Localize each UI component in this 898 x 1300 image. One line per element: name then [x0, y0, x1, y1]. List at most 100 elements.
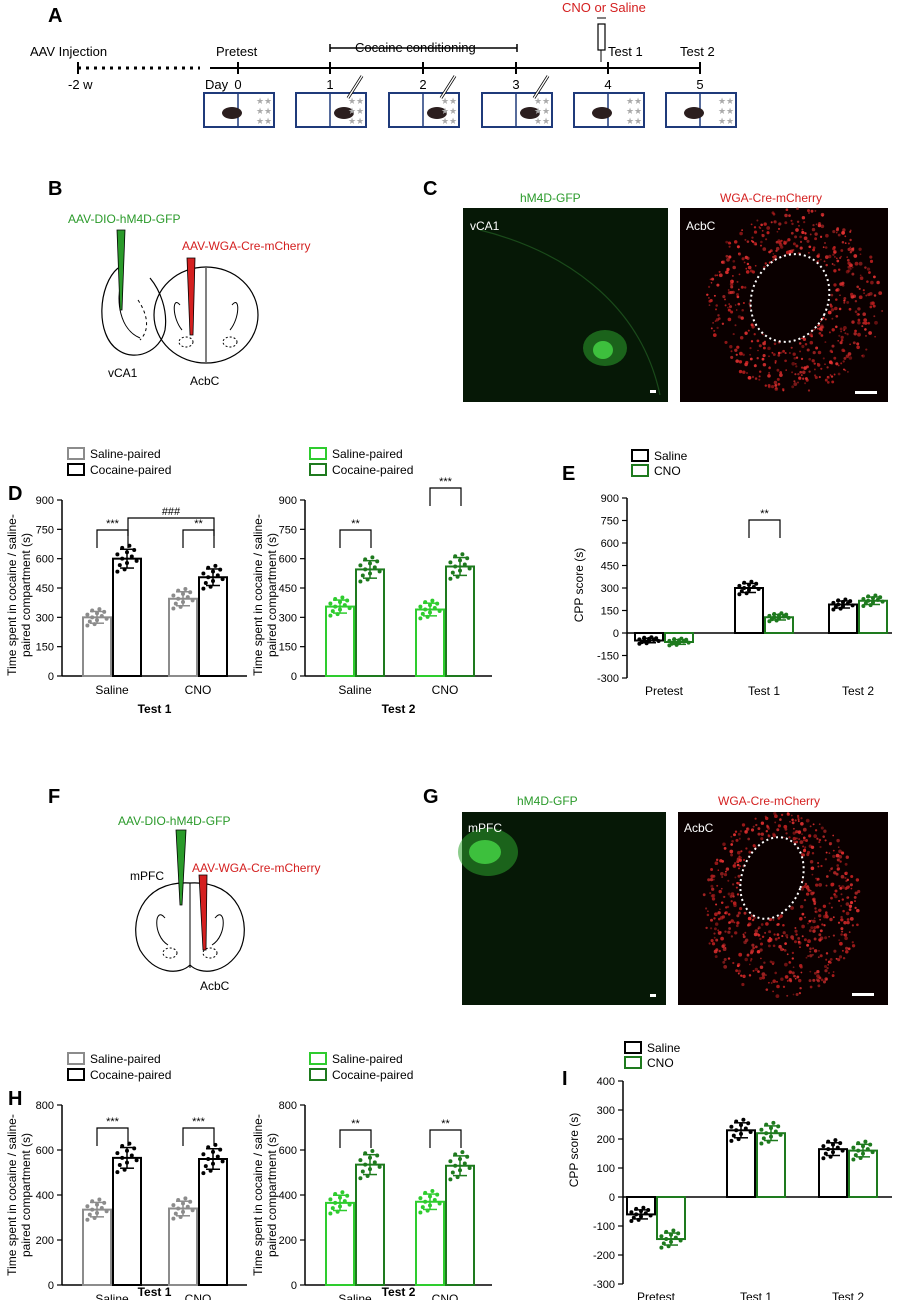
red-cell	[792, 831, 796, 835]
red-cell	[842, 349, 846, 353]
red-cell	[817, 861, 820, 865]
red-cell	[824, 318, 827, 321]
red-cell	[796, 207, 799, 211]
red-cell	[837, 846, 840, 849]
red-cell	[775, 246, 780, 251]
red-cell	[722, 943, 726, 947]
y-tick-label: 450	[601, 561, 619, 573]
f-region2-label: AcbC	[200, 979, 230, 993]
red-cell	[734, 324, 737, 327]
red-cell	[867, 293, 871, 297]
x-tick-label: Saline	[95, 1292, 129, 1300]
red-cell	[760, 223, 763, 227]
legend-swatch	[309, 463, 327, 476]
red-cell	[754, 967, 758, 972]
red-cell	[844, 936, 848, 941]
red-cell	[840, 893, 843, 896]
red-cell	[732, 961, 735, 965]
red-cell	[818, 376, 821, 379]
legend-label: Cocaine-paired	[90, 463, 171, 477]
red-cell	[856, 285, 860, 289]
red-cell	[825, 233, 829, 238]
red-cell	[732, 901, 737, 906]
red-cell	[820, 212, 825, 217]
red-cell	[837, 268, 841, 271]
red-cell	[798, 224, 800, 227]
data-point	[460, 552, 465, 557]
star-icon: ★	[626, 106, 634, 116]
significance-bracket	[339, 529, 372, 548]
red-cell	[747, 916, 752, 921]
red-cell	[840, 874, 845, 879]
red-cell	[736, 860, 739, 864]
red-cell	[873, 275, 876, 279]
red-cell	[716, 884, 719, 887]
red-cell	[753, 364, 757, 368]
red-cell	[855, 878, 860, 882]
legend-h-right: Saline-paired Cocaine-paired	[309, 1052, 413, 1082]
red-cell	[761, 832, 763, 835]
red-cell	[800, 357, 804, 361]
data-point	[861, 604, 866, 609]
red-cell	[743, 911, 747, 915]
red-cell	[811, 359, 815, 363]
red-cell	[711, 277, 715, 281]
green-pipette-icon	[116, 229, 126, 311]
y-tick-label: 0	[48, 671, 54, 683]
y-tick-label: 750	[279, 524, 297, 536]
red-cell	[809, 825, 812, 828]
e-ylabel: CPP score (s)	[572, 548, 586, 622]
day-label: 2	[419, 77, 426, 92]
red-cell	[873, 294, 877, 297]
data-point	[363, 567, 368, 572]
red-cell	[769, 249, 773, 253]
red-cell	[825, 263, 828, 267]
b-red-virus-label: AAV-WGA-Cre-mCherry	[182, 239, 310, 253]
red-cell	[724, 906, 728, 909]
red-cell	[773, 933, 776, 936]
x-tick-label: Pretest	[645, 684, 684, 698]
red-cell	[717, 314, 720, 317]
legend-label: CNO	[654, 464, 681, 478]
data-point	[206, 1157, 211, 1161]
data-point	[117, 563, 122, 568]
red-cell	[782, 389, 785, 392]
data-point	[737, 583, 742, 588]
red-cell	[708, 942, 711, 945]
red-cell	[841, 898, 844, 901]
red-cell	[708, 299, 712, 303]
red-cell	[727, 913, 731, 916]
red-cell	[806, 850, 811, 854]
red-cell	[791, 957, 794, 960]
red-cell	[740, 850, 743, 853]
data-point	[183, 587, 188, 592]
red-cell	[728, 927, 732, 930]
red-cell	[819, 929, 823, 933]
data-point	[749, 579, 754, 584]
red-cell	[724, 304, 727, 307]
red-cell	[825, 911, 828, 914]
red-cell	[817, 253, 821, 256]
red-cell	[857, 889, 861, 894]
red-cell	[702, 893, 706, 897]
red-cell	[847, 371, 849, 373]
red-cell	[768, 373, 770, 376]
data-point	[330, 609, 335, 614]
red-cell	[807, 209, 810, 213]
f-ventricle-left	[156, 914, 169, 946]
red-cell	[845, 946, 849, 950]
data-point	[453, 1163, 458, 1168]
h2-ylabel: paired compartment (s)	[265, 1133, 279, 1257]
red-cell	[852, 321, 855, 324]
red-cell	[739, 351, 743, 356]
red-cell	[848, 356, 853, 360]
red-cell	[737, 850, 741, 855]
red-cell	[819, 918, 821, 921]
red-cell	[762, 341, 766, 346]
significance-label: **	[351, 1118, 360, 1130]
red-cell	[801, 885, 804, 889]
red-cell	[850, 268, 852, 270]
red-cell	[818, 883, 823, 887]
data-point	[120, 1155, 125, 1160]
x-tick-label: Saline	[95, 683, 129, 697]
